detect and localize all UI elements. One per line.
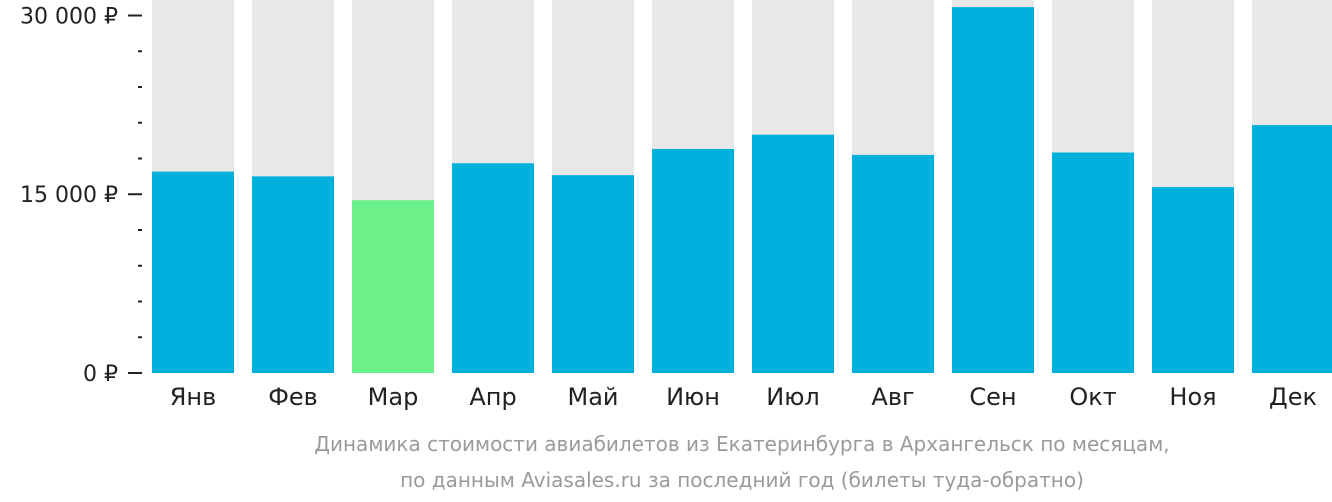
x-tick-label: Июн [666, 383, 720, 411]
bar [952, 7, 1034, 374]
y-tick-label: 15 000 ₽ [20, 183, 118, 208]
bar [752, 134, 834, 373]
x-tick-label: Мар [368, 383, 419, 411]
x-tick-label: Сен [969, 383, 1016, 411]
bar [352, 200, 434, 373]
bar [452, 163, 534, 373]
x-tick-label: Май [567, 383, 618, 411]
price-bar-chart: Янв Фев Мар Апр Май Июн Июл Авг Сен Окт Ноя Дек 0 ₽ 1… [20, 0, 1332, 411]
bar [252, 176, 334, 373]
bar [852, 154, 934, 373]
bar [1052, 152, 1134, 373]
bar [552, 175, 634, 373]
bar [152, 171, 234, 373]
chart-caption-line-1: Динамика стоимости авиабилетов из Екатер… [314, 432, 1170, 456]
x-tick-label: Окт [1069, 383, 1116, 411]
x-tick-label: Июл [766, 383, 820, 411]
chart-caption-line-2: по данным Aviasales.ru за последний год … [400, 468, 1084, 492]
bar [652, 148, 734, 373]
x-tick-label: Апр [469, 383, 516, 411]
x-tick-label: Авг [871, 383, 914, 411]
x-tick-label: Янв [170, 383, 217, 411]
x-tick-label: Дек [1269, 383, 1317, 411]
y-tick-label: 0 ₽ [83, 362, 118, 387]
y-tick-label: 30 000 ₽ [20, 4, 118, 29]
x-tick-label: Фев [268, 383, 318, 411]
x-tick-label: Ноя [1169, 383, 1216, 411]
bar [1252, 125, 1332, 373]
bar [1152, 187, 1234, 373]
